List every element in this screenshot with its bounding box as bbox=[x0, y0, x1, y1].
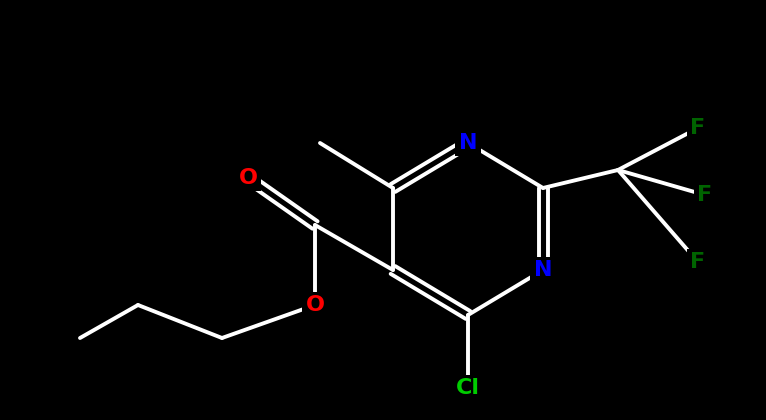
Text: N: N bbox=[459, 133, 477, 153]
Text: Cl: Cl bbox=[456, 378, 480, 398]
Text: F: F bbox=[690, 252, 705, 272]
Text: N: N bbox=[534, 260, 552, 280]
Text: F: F bbox=[690, 118, 705, 138]
Text: O: O bbox=[306, 295, 325, 315]
Text: O: O bbox=[238, 168, 257, 188]
Text: F: F bbox=[697, 185, 712, 205]
